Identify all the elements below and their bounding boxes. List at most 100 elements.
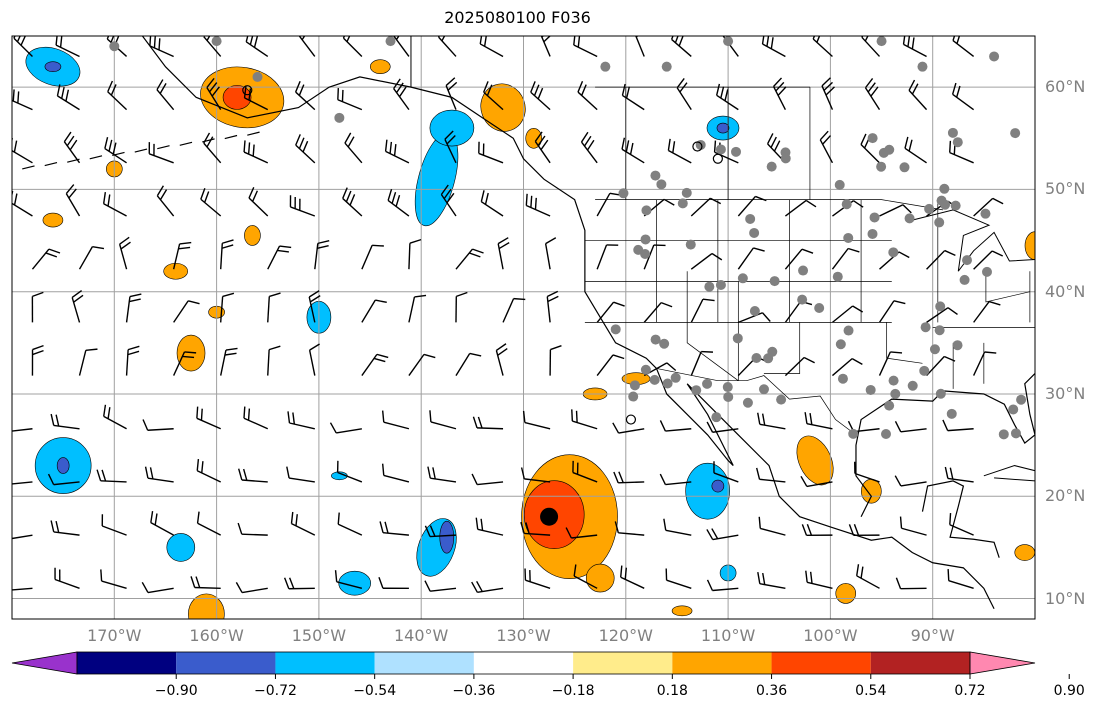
wind-barb: [804, 412, 833, 430]
lon-label: 110°W: [700, 626, 756, 645]
wind-barb: [856, 564, 880, 589]
wind-barb: [219, 292, 235, 323]
colorbar-segment: [176, 652, 276, 674]
state-border: [985, 271, 1030, 303]
wind-barb: [237, 468, 268, 483]
lon-label: 170°W: [87, 626, 142, 645]
wind-barb: [952, 36, 975, 58]
wind-barb: [495, 343, 508, 376]
wind-barb: [104, 136, 127, 164]
aleutian-island: [157, 145, 170, 150]
wind-barb: [944, 466, 974, 483]
station-marker: [385, 36, 396, 47]
wind-barb: [761, 36, 786, 58]
wind-barb: [243, 140, 269, 164]
wind-barb: [65, 184, 81, 217]
aleutian-island: [247, 131, 260, 136]
wind-barb: [408, 294, 427, 323]
wind-barb: [203, 132, 222, 164]
wind-barb: [361, 353, 389, 376]
wind-barb: [899, 516, 927, 536]
map-title: 2025080100 F036: [444, 8, 591, 27]
station-marker: [919, 365, 930, 376]
wind-barb: [573, 564, 598, 589]
wind-barb: [973, 250, 1004, 270]
wind-barb: [314, 239, 330, 270]
wind-barb: [784, 199, 817, 217]
station-marker: [650, 334, 661, 345]
station-marker: [715, 280, 726, 291]
colorbar-tick-label: 0.18: [656, 683, 688, 699]
station-marker: [890, 388, 901, 399]
wind-barb: [757, 572, 786, 590]
station-marker: [742, 397, 753, 408]
wind-barb: [864, 78, 881, 111]
wind-barb: [621, 83, 645, 111]
negative-anomaly-area: [338, 570, 372, 596]
station-marker-open: [242, 85, 253, 96]
wind-barb: [544, 237, 557, 270]
negative-anomaly-core: [711, 479, 725, 493]
station-marker: [989, 51, 1000, 62]
colorbar-extend-high: [969, 651, 1036, 675]
station-marker: [1016, 394, 1027, 405]
wind-barb: [643, 244, 666, 270]
station-marker: [907, 380, 918, 391]
positive-anomaly-area: [796, 435, 834, 486]
wind-barb: [245, 36, 269, 58]
wind-barb: [31, 291, 44, 323]
wind-barb: [50, 520, 80, 536]
wind-barb: [387, 189, 410, 217]
wind-barb: [287, 411, 315, 430]
station-marker: [947, 127, 958, 138]
wind-barb: [894, 421, 927, 433]
colorbar-extend-low: [11, 651, 78, 675]
wind-barb: [659, 473, 692, 486]
wind-barb: [103, 404, 127, 430]
station-marker-open: [625, 414, 637, 425]
wind-barb: [690, 350, 714, 376]
station-marker: [837, 373, 848, 384]
wind-barb: [478, 141, 504, 164]
wind-barb: [220, 347, 238, 376]
station-marker: [798, 265, 809, 276]
wind-barb: [342, 187, 363, 217]
station-marker: [629, 380, 640, 391]
wind-barb: [565, 527, 598, 539]
wind-barb: [125, 293, 142, 323]
wind-barb: [539, 36, 553, 57]
wind-barb: [949, 512, 974, 536]
station-marker: [884, 144, 895, 155]
wind-barb: [472, 416, 504, 430]
station-marker: [959, 274, 970, 285]
station-marker: [702, 378, 713, 389]
gulf-coastline: [855, 372, 1035, 517]
wind-barb: [440, 184, 457, 217]
station-marker: [869, 212, 880, 223]
station-marker: [661, 61, 672, 72]
station-markers: [109, 36, 1027, 440]
station-marker: [641, 205, 652, 216]
station-marker: [835, 339, 846, 350]
station-marker: [334, 112, 345, 123]
station-marker: [715, 144, 726, 155]
station-marker: [899, 162, 910, 173]
station-marker: [659, 338, 670, 349]
colorbar-segment: [275, 652, 375, 674]
wind-barb: [294, 80, 316, 111]
wind-barb: [573, 36, 598, 58]
station-marker: [1010, 428, 1021, 439]
wind-barb: [55, 36, 80, 58]
wind-barb: [894, 475, 927, 487]
colorbar-segment: [672, 652, 772, 674]
wind-barb: [832, 305, 864, 323]
wind-barb: [308, 290, 321, 323]
wind-barb: [580, 131, 598, 164]
station-marker: [776, 394, 787, 405]
wind-barb: [196, 458, 221, 483]
wind-barb: [283, 577, 315, 590]
wind-barb: [854, 461, 880, 483]
wind-barb: [78, 348, 98, 376]
station-marker: [640, 364, 651, 375]
